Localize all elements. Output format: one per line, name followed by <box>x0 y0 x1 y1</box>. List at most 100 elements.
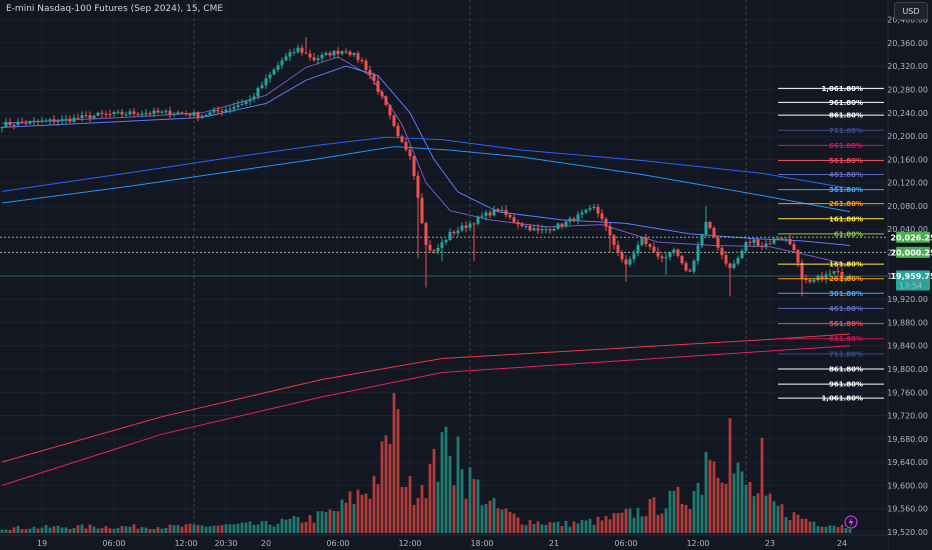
candle-body <box>304 52 308 54</box>
volume-bar <box>204 526 208 533</box>
volume-bar <box>60 527 64 533</box>
volume-bar <box>696 482 700 533</box>
volume-bar <box>820 526 824 533</box>
candle-body <box>164 110 168 112</box>
candle-body <box>352 53 356 56</box>
volume-bar <box>648 499 652 533</box>
candle-body <box>744 241 748 251</box>
candle-body <box>312 57 316 61</box>
volume-bar <box>100 528 104 533</box>
candle-body <box>200 115 204 118</box>
volume-bar <box>340 499 344 533</box>
candle-body <box>424 223 428 245</box>
candle-body <box>316 58 320 61</box>
volume-bar <box>776 505 780 533</box>
candle-body <box>268 74 272 79</box>
volume-bar <box>788 520 792 533</box>
candle-body <box>616 244 620 253</box>
fib-level-label: 361.80% <box>829 290 863 298</box>
candle-body <box>272 69 276 75</box>
volume-bar <box>192 524 196 533</box>
candle-body <box>536 228 540 231</box>
volume-bar <box>492 498 496 533</box>
time-tick-label: 12:00 <box>686 539 709 548</box>
volume-bar <box>484 503 488 533</box>
volume-bar <box>704 451 708 533</box>
volume-bar <box>472 479 476 533</box>
candle-body <box>620 252 624 260</box>
volume-bar <box>28 528 32 533</box>
candle-body <box>208 112 212 115</box>
candle-body <box>212 109 216 113</box>
candle-body <box>612 235 616 245</box>
volume-bar <box>184 524 188 533</box>
volume-bar <box>780 504 784 533</box>
time-tick-label: 12:00 <box>174 539 197 548</box>
volume-bar <box>72 528 76 533</box>
candle-body <box>180 112 184 114</box>
volume-bar <box>812 521 816 533</box>
lightning-bolt-icon <box>848 517 854 527</box>
volume-bar <box>244 522 248 533</box>
volume-bar <box>356 489 360 533</box>
volume-bar <box>728 418 732 533</box>
volume-bar <box>16 525 20 533</box>
volume-bar <box>264 520 268 533</box>
candle-body <box>448 231 452 240</box>
volume-bar <box>248 521 252 533</box>
volume-bar <box>400 487 404 533</box>
price-tick-label: 20,400.00 <box>887 16 928 25</box>
time-axis[interactable]: 19 06:00 12:00 20:30 20 06:00 12:00 18:00 21 06:0… <box>0 534 888 550</box>
candle-body <box>36 120 40 122</box>
candle-body <box>776 238 780 240</box>
candle-body <box>436 247 440 252</box>
candle-body <box>548 229 552 231</box>
price-tick-label: 20,280.00 <box>887 86 928 95</box>
volume-bar <box>716 477 720 533</box>
volume-bar <box>412 504 416 533</box>
volume-bar <box>268 524 272 533</box>
volume-bar <box>124 526 128 533</box>
candle-body <box>840 271 844 279</box>
volume-bar <box>320 511 324 533</box>
volume-bar <box>372 475 376 533</box>
volume-bar <box>504 508 508 533</box>
fib-level-label: 461.80% <box>829 305 863 313</box>
time-tick-label: 06:00 <box>614 539 637 548</box>
volume-bar <box>552 522 556 533</box>
fib-level-label: 1,061.80% <box>821 395 863 403</box>
fib-level-label: 561.80% <box>829 157 863 165</box>
volume-bar <box>760 437 764 533</box>
price-tick-label: 20,320.00 <box>887 62 928 71</box>
volume-bar <box>848 528 852 533</box>
candle-body <box>276 65 280 70</box>
candle-body <box>792 244 796 251</box>
price-tick-label: 19,920.00 <box>887 295 928 304</box>
candle-body <box>400 136 404 143</box>
volume-bar <box>476 479 480 533</box>
volume-bar <box>680 503 684 533</box>
currency-button[interactable]: USD <box>894 2 928 20</box>
candle-body <box>388 104 392 116</box>
candle-body <box>256 87 260 97</box>
fib-level-label: 261.80% <box>829 200 863 208</box>
candle-body <box>392 115 396 126</box>
candle-body <box>788 238 792 245</box>
price-tick-label: 20,080.00 <box>887 202 928 211</box>
candle-body <box>336 50 340 54</box>
candle-body <box>140 113 144 115</box>
time-tick-label: 20:30 <box>214 539 237 548</box>
volume-bar <box>624 508 628 533</box>
candle-body <box>656 251 660 257</box>
volume-bar <box>652 497 656 533</box>
volume-bar <box>196 525 200 533</box>
moving-average-line <box>1 136 851 192</box>
volume-bar <box>656 514 660 533</box>
candle-body <box>804 278 808 281</box>
candle-body <box>380 91 384 97</box>
candle-body <box>8 121 12 125</box>
candle-body <box>148 113 152 115</box>
candle-body <box>168 110 172 116</box>
volume-bar <box>316 511 320 533</box>
